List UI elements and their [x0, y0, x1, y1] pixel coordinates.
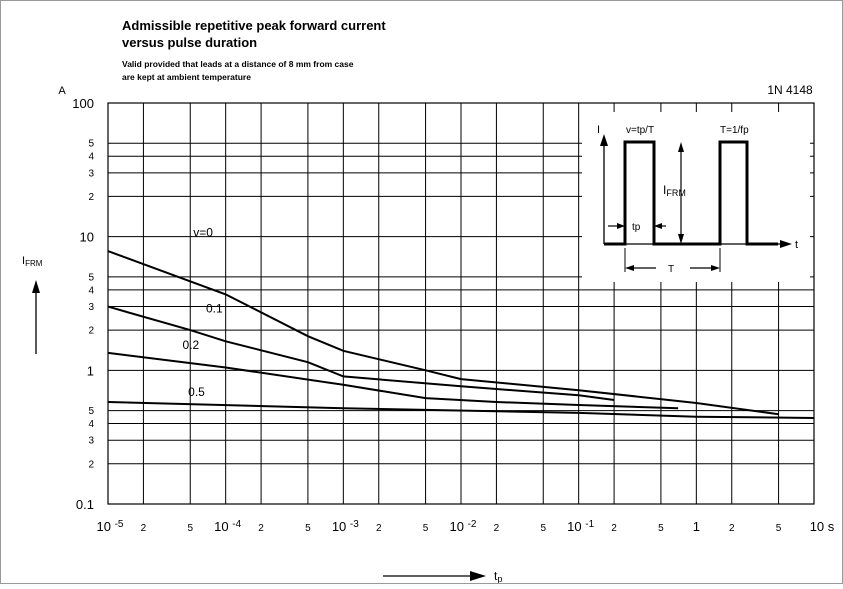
chart-note-line-1: Valid provided that leads at a distance …: [122, 59, 354, 69]
y-tick-label: 2: [88, 192, 94, 203]
plot-area-border: [107, 102, 815, 505]
y-tick-label: 5: [88, 406, 94, 417]
x-tick-label: 2: [258, 523, 264, 534]
series-label: v=0: [193, 226, 213, 240]
x-tick-label: 5: [658, 523, 664, 534]
chart-title: Admissible repetitive peak forward curre…: [122, 18, 386, 33]
x-axis-arrow-head: [470, 571, 486, 581]
inset-i-label: I: [597, 124, 600, 136]
y-tick-label: 100: [72, 96, 94, 111]
x-tick-label: 10 s: [810, 519, 835, 534]
y-unit-label: A: [58, 85, 66, 97]
x-tick-label: 2: [611, 523, 617, 534]
y-tick-label: 2: [88, 326, 94, 337]
y-tick-label: 3: [88, 436, 94, 447]
chart-note-line-2: are kept at ambient temperature: [122, 72, 251, 82]
device-label: 1N 4148: [767, 83, 813, 97]
pulse-waveform: [604, 140, 778, 246]
x-tick-label: 10 -3: [332, 519, 359, 534]
x-tick-label: 10 -4: [214, 519, 241, 534]
y-tick-label: 0.1: [76, 497, 94, 512]
x-tick-label: 2: [141, 523, 147, 534]
series-line: [107, 250, 779, 416]
period-arrow-right-head: [711, 265, 720, 271]
x-tick-label: 5: [540, 523, 546, 534]
ifrm-arrow-top: [678, 142, 684, 152]
chart-subtitle: versus pulse duration: [122, 35, 257, 50]
x-tick-label: 5: [305, 523, 311, 534]
series-line: [107, 305, 615, 401]
y-tick-label: 4: [88, 285, 94, 296]
y-tick-label: 1: [87, 363, 94, 378]
inset-tp-label: tp: [632, 222, 641, 233]
inset-t-label: t: [795, 239, 798, 251]
y-axis-arrow-head: [32, 280, 40, 293]
series-label: 0.1: [206, 302, 223, 316]
inset-background: [582, 112, 810, 282]
x-tick-label: 5: [776, 523, 782, 534]
inset-x-arrow-head: [780, 240, 792, 248]
inset-period-T-label: T: [668, 264, 674, 275]
x-tick-label: 10 -5: [97, 519, 124, 534]
y-tick-label: 5: [88, 272, 94, 283]
tp-arrow-right-head: [654, 223, 662, 229]
inset-period-label: T=1/fp: [720, 125, 749, 136]
y-tick-label: 10: [80, 230, 94, 245]
x-tick-label: 2: [376, 523, 382, 534]
y-tick-label: 3: [88, 302, 94, 313]
inset-ifrm-label: IFRM: [663, 183, 686, 198]
x-axis-label: tp: [494, 569, 502, 584]
series-line: [107, 351, 679, 410]
y-tick-label: 4: [88, 152, 94, 163]
inset-duty-label: v=tp/T: [626, 125, 654, 136]
x-tick-label: 5: [423, 523, 429, 534]
x-tick-label: 2: [729, 523, 735, 534]
x-tick-label: 10 -2: [450, 519, 477, 534]
y-axis-label: IFRM: [22, 255, 43, 268]
y-tick-label: 3: [88, 168, 94, 179]
series-label: 0.2: [183, 338, 200, 352]
tp-arrow-left-head: [617, 223, 625, 229]
x-tick-label: 2: [494, 523, 500, 534]
y-tick-label: 4: [88, 419, 94, 430]
inset-y-arrow-head: [600, 134, 608, 146]
period-arrow-left-head: [625, 265, 634, 271]
series-line: [107, 401, 815, 419]
y-tick-label: 5: [88, 139, 94, 150]
y-tick-label: 2: [88, 459, 94, 470]
x-tick-label: 5: [187, 523, 193, 534]
x-tick-label: 1: [693, 519, 700, 534]
ifrm-arrow-bottom: [678, 234, 684, 244]
series-label: 0.5: [188, 385, 205, 399]
x-tick-label: 10 -1: [567, 519, 594, 534]
